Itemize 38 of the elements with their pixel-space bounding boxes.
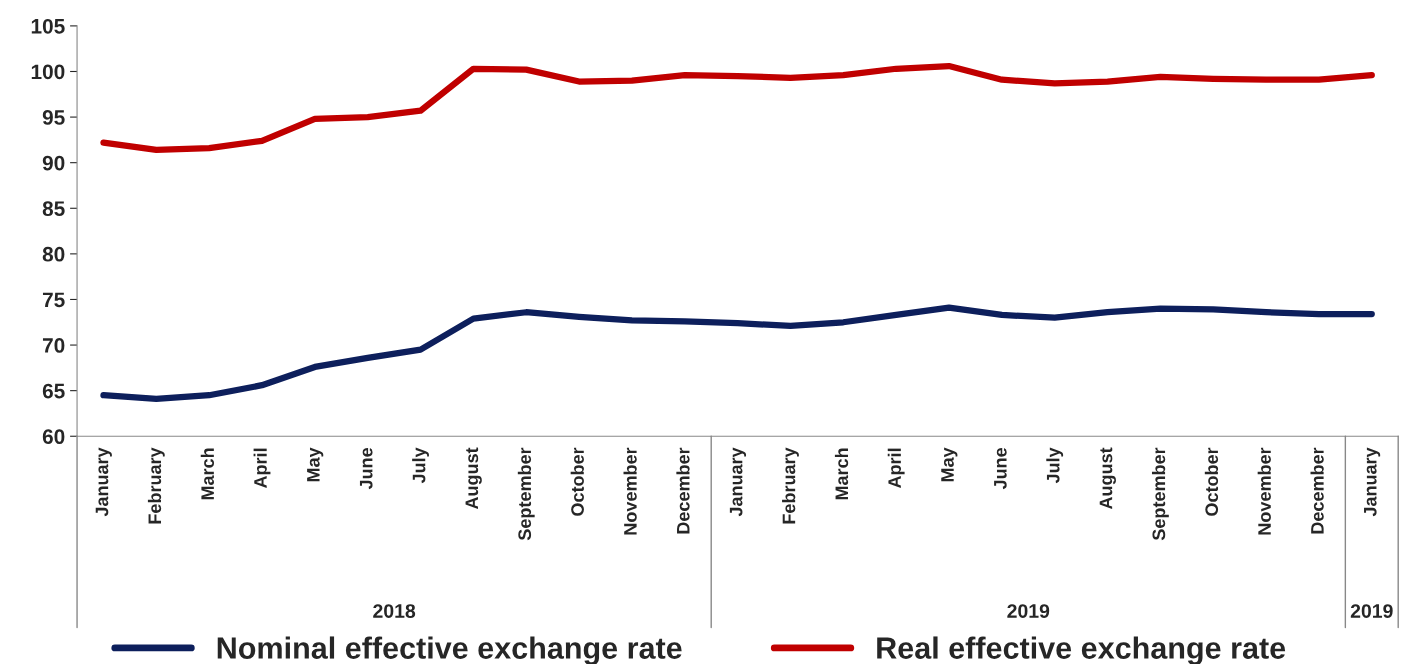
x-tick-label: December xyxy=(1310,447,1324,534)
text: 2019 xyxy=(1350,604,1393,618)
y-tick-label: 105 xyxy=(31,18,65,34)
y-tick-label: 65 xyxy=(42,383,65,399)
y-tick-label: 75 xyxy=(42,292,65,308)
y-tick-label: 60 xyxy=(42,429,65,444)
x-tick-label: August xyxy=(1099,447,1116,510)
y-tick-label: 95 xyxy=(42,110,65,125)
x-tick-label: July xyxy=(412,447,429,484)
x-tick-label: April xyxy=(887,448,905,489)
y-tick-label: 100 xyxy=(31,64,65,80)
x-tick-label: June xyxy=(994,447,1007,490)
x-tick-label: March xyxy=(200,448,215,500)
text: 2018 xyxy=(373,604,416,618)
x-tick-label: August xyxy=(465,447,482,510)
y-tick-label: 70 xyxy=(42,338,65,353)
x-tick-label: May xyxy=(307,447,324,482)
x-tick-label: January xyxy=(1364,447,1381,517)
x-tick-label: January xyxy=(729,447,747,517)
x-tick-label: February xyxy=(782,447,799,524)
x-tick-label: January xyxy=(95,447,112,517)
y-tick-label: 80 xyxy=(42,246,65,262)
x-tick-label: May xyxy=(941,447,958,482)
x-tick-label: October xyxy=(570,447,584,516)
x-tick-label: October xyxy=(1204,447,1219,516)
x-tick-label: December xyxy=(676,447,690,534)
text: 2019 xyxy=(1007,604,1050,618)
y-tick-label: 90 xyxy=(42,155,65,171)
x-tick-label: April xyxy=(253,448,271,489)
x-tick-label: July xyxy=(1046,447,1064,484)
x-tick-label: June xyxy=(359,447,373,490)
x-tick-label: November xyxy=(623,447,637,535)
x-tick-label: September xyxy=(1151,447,1169,541)
x-tick-label: September xyxy=(517,447,535,541)
y-tick-label: 85 xyxy=(42,201,65,217)
x-tick-label: March xyxy=(834,448,849,500)
x-tick-label: February xyxy=(147,447,165,524)
x-tick-label: November xyxy=(1257,447,1271,535)
